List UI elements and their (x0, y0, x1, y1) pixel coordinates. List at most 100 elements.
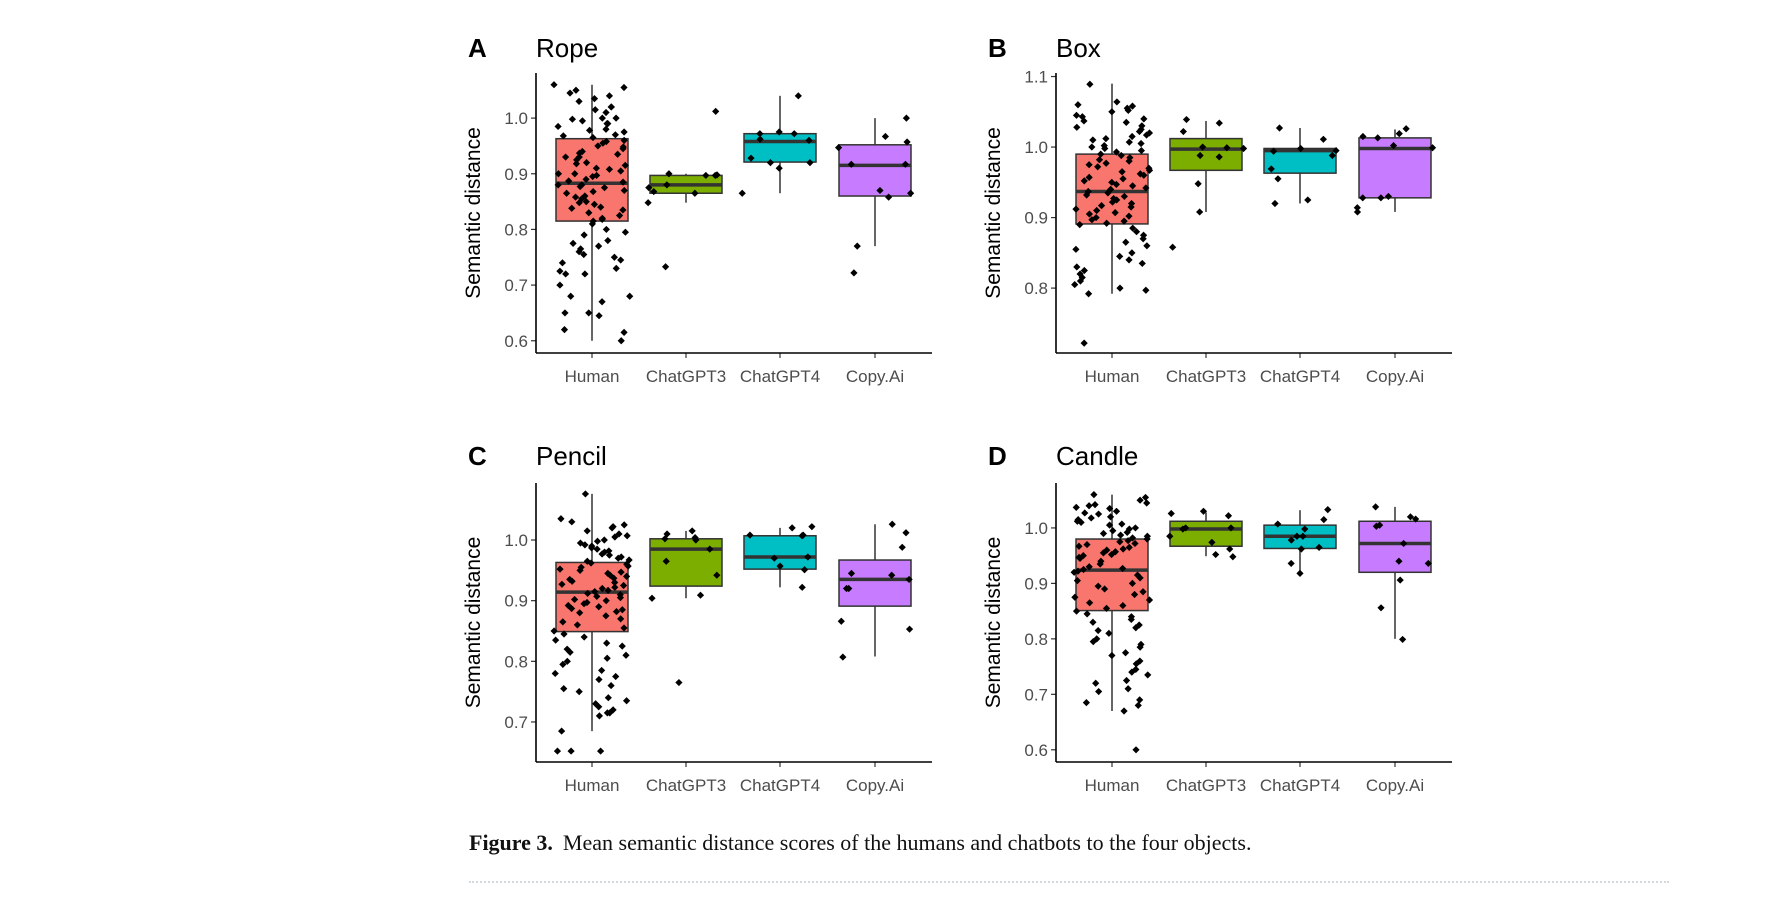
data-point (1144, 671, 1152, 679)
data-point (1087, 514, 1095, 522)
x-tick-label: ChatGPT4 (740, 776, 820, 795)
data-point (582, 197, 590, 206)
data-point (587, 559, 595, 567)
data-point (1117, 151, 1125, 160)
data-point (604, 569, 612, 577)
data-point (766, 159, 775, 167)
data-point (1332, 146, 1340, 155)
data-point (1088, 216, 1096, 224)
data-point (1271, 199, 1279, 208)
data-point (1085, 161, 1093, 169)
data-point (898, 543, 906, 551)
data-point (1194, 180, 1202, 188)
data-point (1122, 238, 1130, 246)
data-point (595, 242, 603, 250)
data-point (746, 531, 754, 539)
data-point (1108, 198, 1117, 206)
data-point (597, 747, 605, 755)
data-point (1139, 235, 1147, 243)
data-point (1274, 520, 1282, 528)
data-point (562, 270, 570, 278)
data-point (1072, 503, 1080, 512)
data-point (1079, 565, 1088, 574)
data-point (1097, 201, 1106, 210)
data-point (612, 607, 621, 616)
x-tick-label: Copy.Ai (846, 367, 904, 386)
data-point (619, 206, 627, 214)
data-point (770, 554, 778, 562)
data-point (1085, 210, 1094, 218)
data-point (1124, 106, 1132, 114)
data-point (597, 203, 605, 211)
data-point (1377, 604, 1385, 612)
box-human (555, 561, 629, 633)
data-point (568, 577, 576, 585)
data-point (1125, 138, 1133, 146)
data-point (702, 171, 710, 180)
data-point (623, 532, 631, 540)
data-point (1117, 531, 1125, 539)
y-tick-label: 0.9 (504, 165, 528, 184)
data-point (609, 706, 617, 714)
data-point (1094, 582, 1102, 590)
data-point (562, 189, 571, 197)
data-point (604, 694, 612, 702)
data-point (1112, 507, 1121, 515)
data-point (605, 547, 613, 555)
data-point (621, 161, 629, 170)
data-point (747, 154, 755, 162)
data-point (612, 264, 620, 272)
data-point (1372, 522, 1380, 530)
data-point (1167, 509, 1175, 518)
y-tick-label: 0.7 (1024, 685, 1048, 704)
data-point (590, 200, 599, 208)
data-point (800, 566, 809, 574)
data-point (617, 337, 625, 345)
y-tick-label: 0.8 (1024, 279, 1048, 298)
data-point (1076, 277, 1085, 285)
data-point (661, 263, 670, 271)
data-point (1199, 507, 1208, 515)
data-point (1199, 143, 1207, 151)
data-point (1131, 524, 1140, 532)
data-point (1301, 525, 1309, 533)
data-point (595, 712, 604, 720)
data-point (591, 587, 599, 596)
data-point (1081, 509, 1089, 517)
data-point (617, 167, 625, 175)
data-point (1125, 543, 1133, 551)
data-point (907, 189, 915, 197)
data-point (1372, 503, 1380, 511)
data-point (1105, 629, 1113, 637)
data-point (1083, 191, 1091, 199)
data-point (1320, 516, 1328, 524)
data-point (1145, 596, 1154, 604)
data-point (567, 604, 576, 613)
y-tick-label: 0.9 (1024, 209, 1048, 228)
data-point (1137, 139, 1145, 148)
data-point (1091, 501, 1099, 509)
data-point (1092, 679, 1100, 687)
data-point (1359, 132, 1367, 141)
data-point (1143, 242, 1151, 250)
y-axis-label: Semantic distance (462, 127, 485, 299)
data-point (617, 568, 625, 576)
data-point (1140, 171, 1148, 179)
data-point (1412, 515, 1420, 523)
box-copy.ai (838, 144, 912, 197)
data-point (593, 545, 601, 553)
data-point (600, 184, 609, 192)
data-point (591, 106, 599, 114)
data-point (1229, 553, 1237, 561)
data-point (566, 648, 574, 656)
data-point (622, 572, 631, 581)
data-point (1090, 491, 1098, 499)
data-point (598, 584, 606, 593)
data-point (1136, 696, 1144, 704)
data-point (1094, 163, 1102, 171)
data-point (1126, 154, 1134, 162)
data-point (1080, 266, 1088, 275)
data-point (576, 182, 584, 191)
data-point (560, 685, 568, 693)
data-point (1085, 502, 1093, 510)
